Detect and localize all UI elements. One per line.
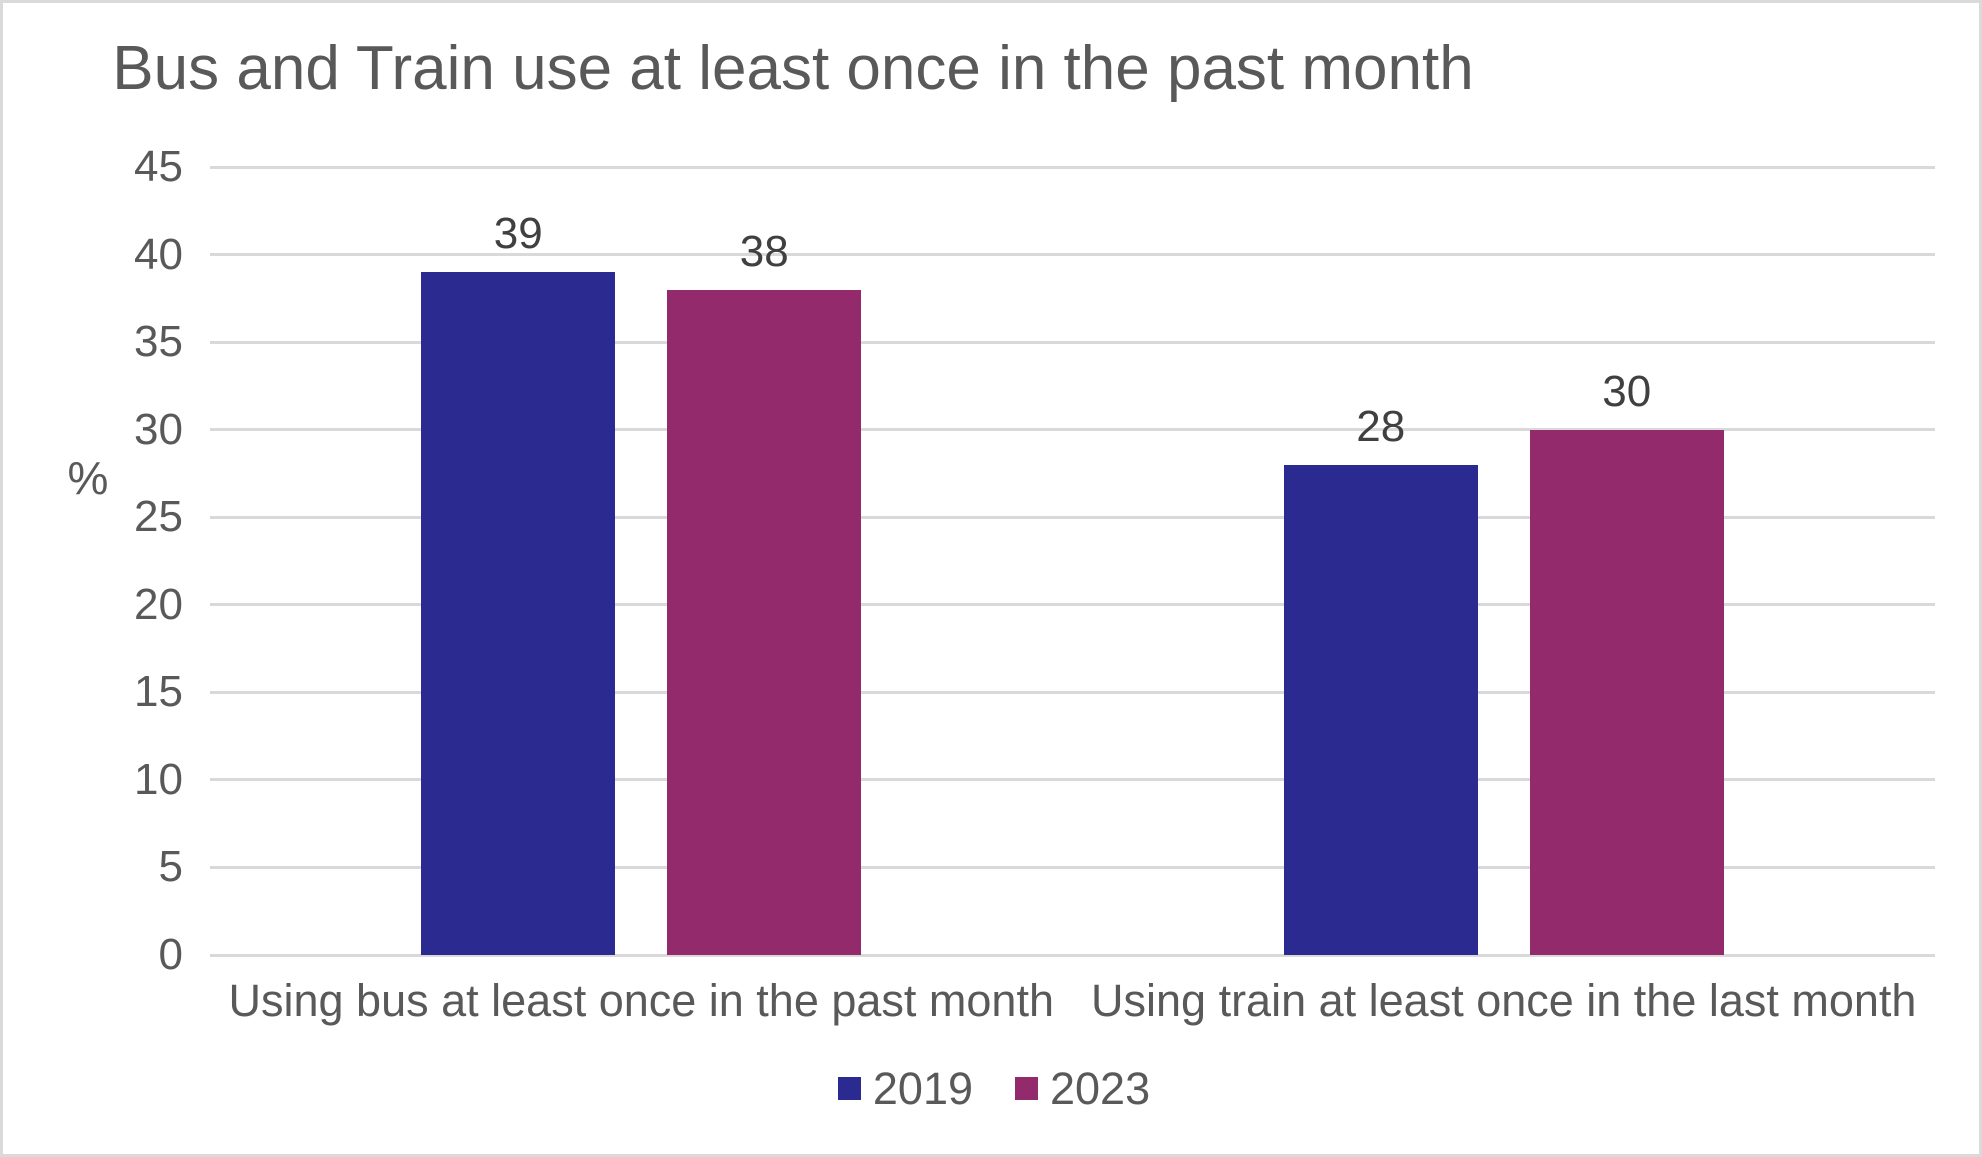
gridline-y-45 <box>210 165 1935 169</box>
bar-2019-category-2 <box>1283 464 1478 955</box>
legend-swatch-icon <box>837 1077 861 1100</box>
gridline-y-30 <box>210 428 1935 432</box>
x-category-label-2: Using train at least once in the last mo… <box>1091 975 1917 1026</box>
y-tick-label: 30 <box>134 404 183 454</box>
bar-value-label: 30 <box>1602 366 1652 416</box>
legend-swatch-icon <box>1015 1077 1038 1100</box>
y-tick-label: 5 <box>158 842 183 892</box>
bar-2019-category-1 <box>421 272 616 955</box>
y-tick-label: 35 <box>134 317 183 367</box>
y-tick-label: 40 <box>134 229 183 279</box>
bar-2023-category-2 <box>1529 429 1724 955</box>
gridline-y-10 <box>210 778 1935 782</box>
legend-item-2019: 2019 <box>837 1063 973 1114</box>
plot-area: 39 38 28 30 <box>210 165 1935 957</box>
gridline-y-20 <box>210 603 1935 607</box>
y-axis-title: % <box>67 452 109 504</box>
gridline-y-35 <box>210 340 1935 344</box>
y-tick-label: 45 <box>134 142 183 191</box>
gridline-y-5 <box>210 865 1935 869</box>
chart-title: Bus and Train use at least once in the p… <box>112 34 1474 103</box>
bar-2023-category-1 <box>667 289 862 955</box>
legend-label: 2019 <box>872 1063 973 1114</box>
y-tick-label: 20 <box>134 579 183 629</box>
legend-item-2023: 2023 <box>1015 1066 1150 1111</box>
y-tick-label: 10 <box>134 754 183 804</box>
y-tick-label: 25 <box>134 492 183 542</box>
gridline-y-0 <box>210 953 1935 957</box>
gridline-y-40 <box>210 253 1935 257</box>
x-category-label-1: Using bus at least once in the past mont… <box>228 975 1055 1026</box>
y-tick-label: 0 <box>158 930 183 979</box>
bar-value-label: 28 <box>1356 401 1406 451</box>
bar-value-label: 39 <box>493 209 543 259</box>
chart-legend: 2019 2023 <box>3 1063 1979 1114</box>
legend-label: 2023 <box>1050 1063 1151 1114</box>
y-tick-label: 15 <box>134 667 183 717</box>
bar-value-label: 38 <box>739 226 789 276</box>
gridline-y-15 <box>210 690 1935 694</box>
gridline-y-25 <box>210 515 1935 519</box>
